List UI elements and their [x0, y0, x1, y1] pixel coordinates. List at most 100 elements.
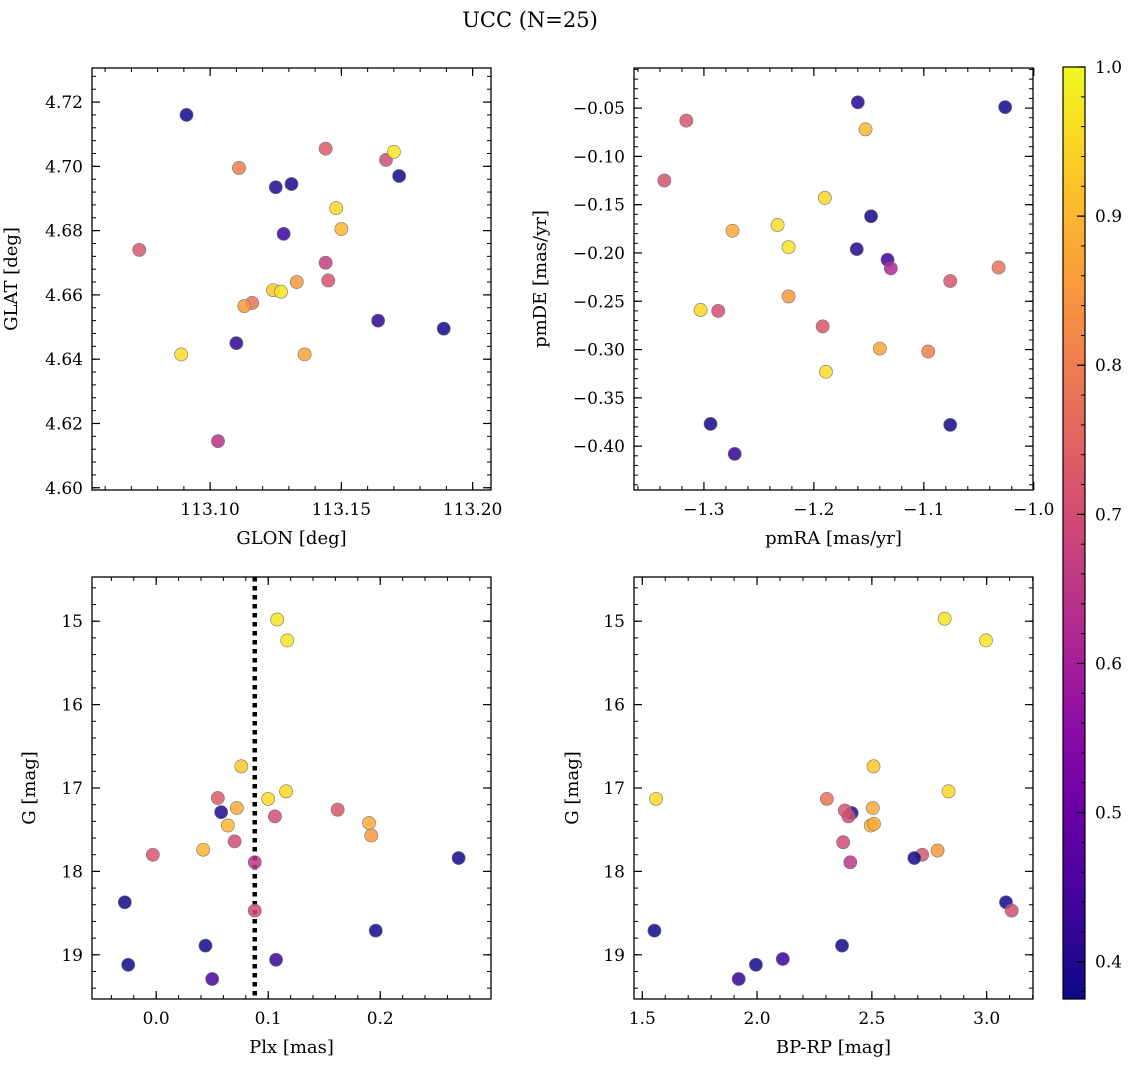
y-tick-label: 16 — [603, 696, 625, 716]
colorbar-tick-label: 0.8 — [1095, 356, 1122, 376]
data-point — [179, 108, 194, 122]
data-point — [198, 938, 213, 953]
y-tick-label: 18 — [61, 862, 83, 882]
data-point — [329, 201, 344, 216]
panel-bprp-g: 1.5 2.0 2.5 3.0 15 16 17 18 19 BP-RP [mag] G [mag] — [562, 576, 1034, 1058]
data-point — [330, 802, 345, 817]
data-point — [727, 446, 742, 461]
data-point — [368, 923, 383, 938]
x-tick-label: 2.0 — [744, 1009, 771, 1029]
data-point — [297, 347, 312, 362]
data-point — [921, 344, 936, 359]
data-point — [121, 957, 136, 972]
colorbar-gradient — [1062, 66, 1086, 1000]
data-point — [841, 809, 856, 824]
data-point — [1004, 903, 1019, 918]
data-point — [279, 784, 294, 799]
data-point — [371, 313, 386, 328]
data-point — [386, 144, 401, 159]
x-tick-label: −1.3 — [683, 500, 724, 520]
y-tick-label: 4.70 — [45, 157, 83, 177]
data-point — [775, 952, 790, 966]
colorbar-tick-label: 0.6 — [1095, 654, 1122, 674]
data-point — [930, 843, 945, 858]
y-tick-label: −0.35 — [573, 389, 625, 409]
y-tick-label: −0.05 — [573, 99, 625, 119]
data-point — [247, 903, 262, 918]
data-point — [725, 223, 740, 238]
data-point — [321, 273, 336, 288]
data-point — [211, 434, 225, 449]
y-tick-label: −0.30 — [573, 341, 625, 361]
colorbar-tick-label: 0.5 — [1095, 804, 1122, 824]
x-tick-label: 3.0 — [973, 1009, 1000, 1029]
data-point — [276, 226, 291, 241]
data-point — [229, 801, 244, 815]
data-point — [318, 141, 333, 156]
y-axis-label: G [mag] — [19, 751, 40, 824]
data-point — [268, 809, 282, 824]
y-tick-label: 15 — [603, 612, 625, 632]
data-point — [196, 842, 211, 857]
data-point — [865, 801, 880, 815]
data-point — [214, 805, 229, 820]
data-point — [289, 275, 304, 289]
y-tick-label: −0.40 — [573, 437, 625, 457]
y-tick-label: 19 — [603, 946, 625, 966]
data-point — [647, 923, 662, 938]
data-point — [284, 177, 299, 191]
y-tick-label: 17 — [603, 779, 625, 799]
x-tick-label: 113.15 — [312, 500, 371, 520]
data-point — [843, 855, 858, 870]
axes-frame — [633, 576, 1034, 1000]
data-point — [274, 284, 288, 299]
x-tick-label: 113.20 — [443, 500, 502, 520]
data-point — [362, 816, 376, 830]
y-tick-label: 4.64 — [45, 350, 83, 370]
data-point — [145, 847, 160, 862]
data-point — [943, 274, 958, 288]
data-point — [261, 791, 276, 806]
x-axis-label: pmRA [mas/yr] — [765, 528, 902, 549]
y-tick-label: 18 — [603, 862, 625, 882]
data-point — [979, 633, 993, 648]
data-point — [229, 336, 244, 351]
x-tick-label: 1.5 — [629, 1009, 656, 1029]
data-point — [318, 255, 333, 270]
data-point — [234, 759, 249, 774]
data-point — [770, 218, 785, 232]
y-tick-label: 19 — [61, 946, 83, 966]
y-tick-label: 15 — [61, 612, 83, 632]
panel-pmra-pmde: −1.3 −1.2 −1.1 −1.0 −0.05 −0.10 −0.15 −0.20 −0.2… — [530, 67, 1054, 549]
panel-glon-glat: 113.10 113.15 113.20 4.60 4.62 4.64 4.66 4.68 4.… — [1, 67, 502, 549]
data-point — [864, 209, 878, 224]
panel-plx-g: 0.0 0.1 0.2 15 16 17 18 19 Plx [mas] G [mag] — [19, 576, 492, 1058]
data-point — [941, 784, 956, 799]
colorbar-tick-label: 0.9 — [1095, 207, 1122, 227]
data-point — [280, 633, 295, 648]
data-point — [817, 191, 832, 205]
data-point — [991, 260, 1006, 275]
x-axis-label: Plx [mas] — [249, 1037, 334, 1058]
data-point — [227, 834, 242, 849]
data-point — [858, 122, 873, 137]
y-tick-label: 4.60 — [45, 479, 83, 499]
data-point — [657, 173, 672, 188]
colorbar-tick-label: 0.7 — [1095, 505, 1122, 525]
x-tick-label: −1.0 — [1013, 500, 1054, 520]
data-point — [436, 321, 451, 336]
data-point — [883, 261, 898, 276]
data-point — [849, 242, 864, 257]
figure-title: UCC (N=25) — [462, 8, 598, 32]
data-point — [451, 851, 466, 865]
data-point — [132, 243, 147, 257]
x-tick-label: 0.1 — [255, 1009, 282, 1029]
y-tick-label: 4.72 — [45, 93, 83, 113]
colorbar-tick-label: 1.0 — [1095, 58, 1122, 78]
x-axis-label: BP-RP [mag] — [776, 1037, 891, 1058]
y-tick-label: −0.25 — [573, 292, 625, 312]
data-point — [866, 759, 881, 774]
data-point — [392, 169, 407, 183]
axes-frame — [633, 67, 1034, 491]
data-point — [781, 289, 796, 304]
